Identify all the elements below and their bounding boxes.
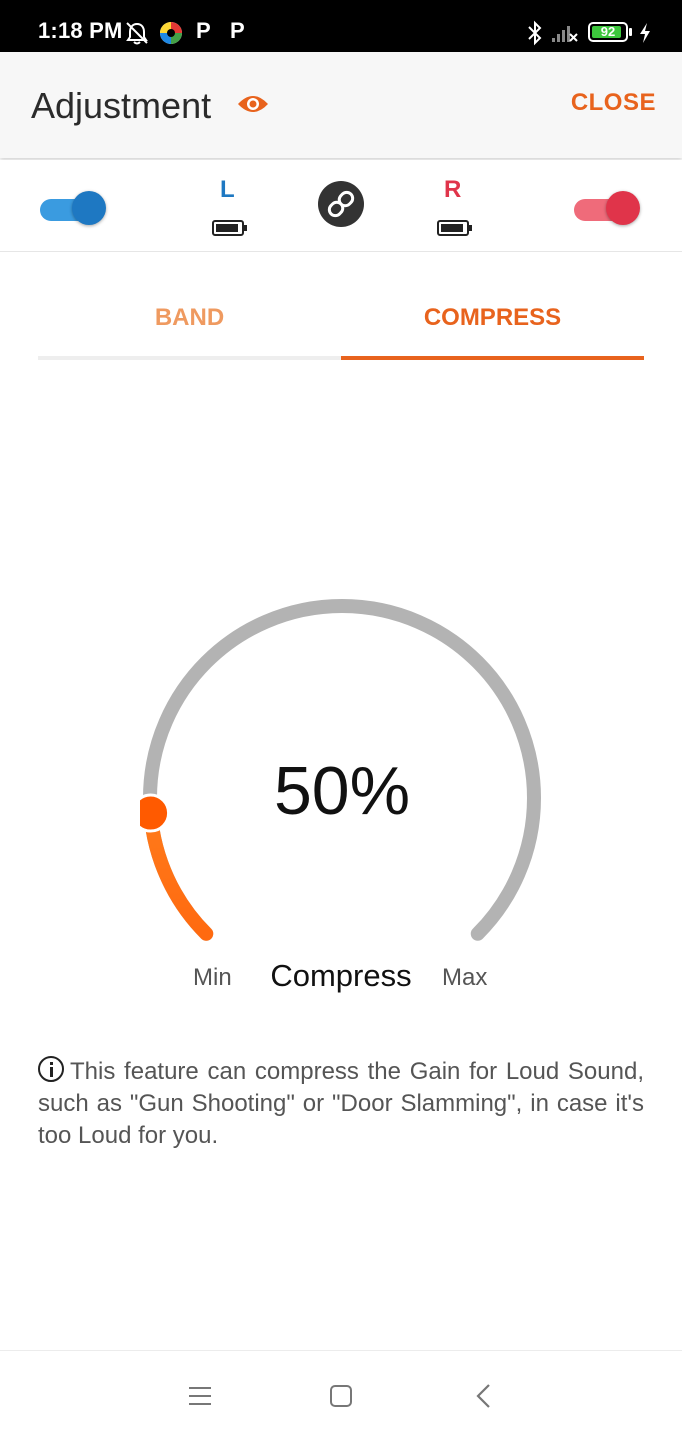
toggle-thumb — [606, 191, 640, 225]
status-time: 1:18 PM — [38, 18, 123, 43]
dial-knob[interactable] — [140, 793, 171, 833]
battery-level: 92 — [600, 24, 616, 39]
color-wheel-icon — [160, 22, 182, 44]
device-row: L R — [0, 160, 682, 252]
tab-compress[interactable]: COMPRESS — [423, 304, 562, 331]
p-app-icon: P — [196, 18, 211, 43]
tab-band[interactable]: BAND — [154, 304, 225, 331]
signal-icon — [552, 26, 578, 42]
info-note: This feature can compress the Gain for L… — [38, 1056, 644, 1152]
dial-min-label: Min — [193, 964, 232, 991]
compress-dial[interactable] — [140, 596, 544, 946]
right-ear-label: R — [444, 176, 462, 203]
tab-underline-inactive — [38, 356, 341, 360]
right-ear-toggle[interactable] — [574, 188, 642, 225]
home-icon[interactable] — [330, 1385, 352, 1407]
toggle-thumb — [72, 191, 106, 225]
dial-active-arc — [143, 806, 214, 941]
tab-bar: BAND COMPRESS — [38, 292, 644, 362]
page-title: Adjustment — [31, 85, 212, 126]
app-bar: Adjustment CLOSE — [0, 52, 682, 158]
link-ears-button[interactable] — [318, 181, 364, 227]
info-text: This feature can compress the Gain for L… — [38, 1058, 644, 1149]
status-bar: 1:18 PM P P 92 — [0, 0, 682, 52]
compress-value: 50% — [273, 753, 411, 829]
dial-title: Compress — [270, 958, 412, 993]
tab-underline-active — [341, 356, 644, 360]
close-button[interactable]: CLOSE — [570, 89, 656, 116]
battery-icon — [437, 220, 472, 236]
eye-icon[interactable] — [236, 92, 270, 116]
info-icon — [38, 1056, 64, 1082]
battery-icon — [212, 220, 247, 236]
left-ear-label: L — [220, 176, 235, 203]
charging-icon — [640, 23, 650, 43]
alarm-off-icon — [126, 22, 148, 45]
bluetooth-icon — [528, 20, 542, 46]
left-ear-toggle[interactable] — [40, 188, 108, 225]
battery-tip — [629, 28, 632, 36]
battery-indicator: 92 — [588, 22, 628, 42]
back-icon[interactable] — [474, 1383, 494, 1409]
menu-icon[interactable] — [189, 1387, 211, 1405]
battery-fill — [592, 26, 621, 38]
p-app-icon: P — [230, 18, 245, 43]
link-icon — [327, 190, 355, 218]
navigation-bar — [0, 1350, 682, 1440]
dial-max-label: Max — [442, 964, 488, 991]
